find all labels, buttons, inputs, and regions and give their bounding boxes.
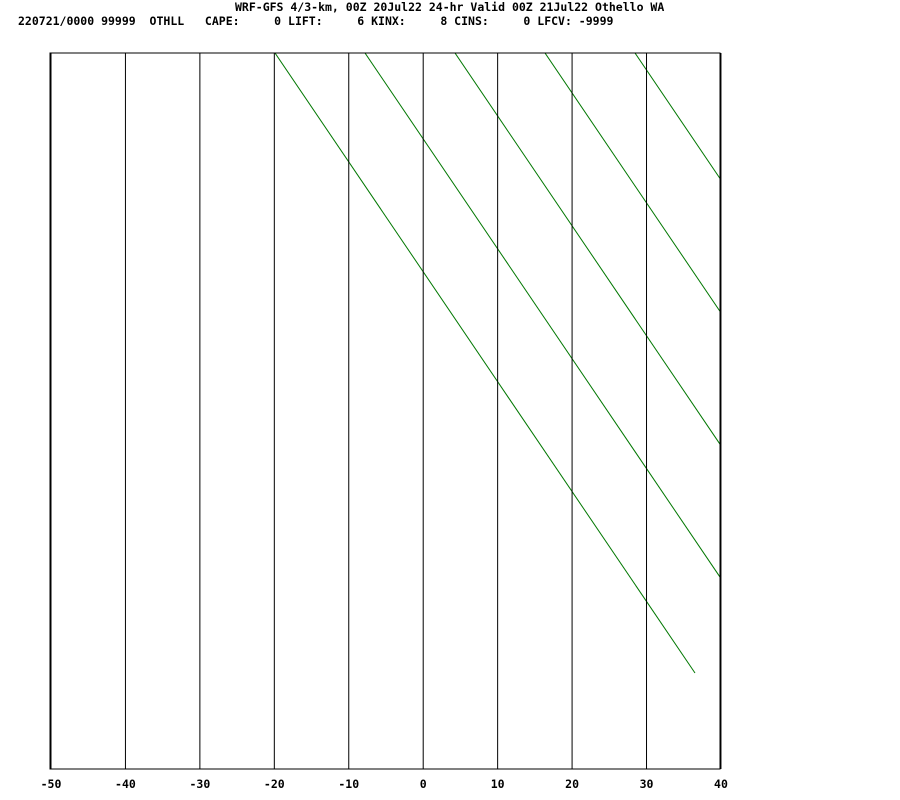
x-tick-label: 30: [640, 777, 654, 791]
plot-frame: [49, 52, 721, 770]
mixing-ratio-line: [755, 0, 900, 673]
reference-lines: [274, 0, 900, 674]
mixing-ratio-line: [485, 0, 900, 673]
chart-title: WRF-GFS 4/3-km, 00Z 20Jul22 24-hr Valid …: [235, 0, 665, 14]
x-tick-label: -40: [115, 777, 136, 791]
mixing-ratio-line: [454, 53, 720, 446]
x-tick-label: 10: [491, 777, 505, 791]
mixing-ratio-line: [305, 0, 900, 673]
axis-labels: -50-40-30-20-100102030404005006007008009…: [41, 777, 728, 791]
x-tick-label: -10: [338, 777, 359, 791]
mixing-ratio-line: [845, 0, 900, 673]
mixing-ratio-line: [274, 53, 696, 674]
x-tick-label: -30: [189, 777, 210, 791]
mixing-ratio-line: [544, 53, 720, 313]
mixing-ratio-line: [665, 0, 900, 673]
mixing-ratio-line: [364, 53, 720, 578]
x-tick-label: -50: [41, 777, 62, 791]
stability-indices: 220721/0000 99999 OTHLL CAPE: 0 LIFT: 6 …: [18, 14, 614, 28]
x-tick-label: 20: [565, 777, 579, 791]
mixing-ratio-line: [575, 0, 900, 673]
x-tick-label: 0: [420, 777, 427, 791]
plot-grid: [49, 52, 722, 770]
x-tick-label: -20: [264, 777, 285, 791]
x-tick-label: 40: [714, 777, 728, 791]
